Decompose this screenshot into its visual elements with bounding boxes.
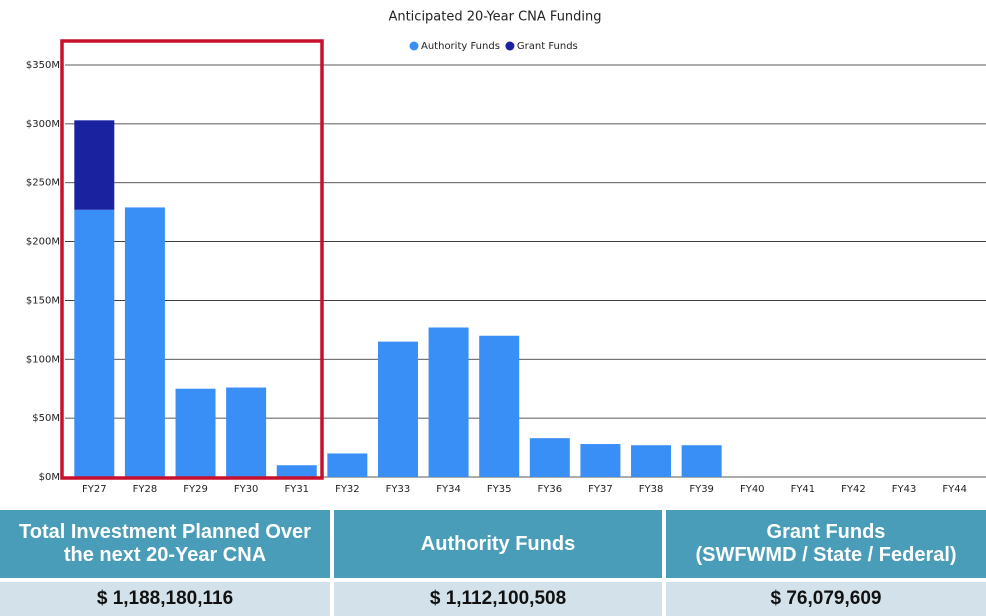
header-cell: Total Investment Planned Over the next 20…	[0, 510, 330, 578]
chart: Anticipated 20-Year CNA Funding Authorit…	[26, 10, 986, 495]
x-tick-label: FY37	[588, 484, 613, 495]
x-tick-label: FY36	[538, 484, 563, 495]
x-tick-label: FY27	[82, 484, 107, 495]
chart-title: Anticipated 20-Year CNA Funding	[388, 10, 601, 25]
value-cell: $ 76,079,609	[666, 582, 986, 616]
legend-label: Authority Funds	[421, 41, 500, 52]
y-tick-label: $50M	[32, 413, 60, 424]
x-tick-label: FY38	[639, 484, 664, 495]
bar-segment	[377, 341, 418, 477]
x-tick-label: FY33	[386, 484, 411, 495]
y-tick-label: $200M	[26, 237, 60, 248]
highlight-box	[60, 39, 324, 480]
legend: Authority Funds Grant Funds	[409, 41, 578, 52]
y-tick-label: $250M	[26, 178, 60, 189]
bar-segment	[529, 438, 570, 477]
y-tick-label: $150M	[26, 295, 60, 306]
x-tick-label: FY29	[183, 484, 208, 495]
x-tick-label: FY44	[942, 484, 967, 495]
bar-segment	[327, 453, 368, 477]
value-cell: $ 1,188,180,116	[0, 582, 330, 616]
x-tick-label: FY31	[284, 484, 309, 495]
bar-segment	[175, 388, 216, 477]
legend-swatch	[409, 41, 419, 51]
value-cell: $ 1,112,100,508	[334, 582, 662, 616]
bar-segment	[428, 327, 469, 477]
x-tick-label: FY34	[436, 484, 461, 495]
x-tick-label: FY41	[791, 484, 816, 495]
bar-segment	[226, 387, 267, 477]
header-text: (SWFWMD / State / Federal)	[695, 544, 957, 566]
bar-segment	[124, 207, 165, 478]
x-tick-label: FY40	[740, 484, 765, 495]
bar-segment	[631, 445, 672, 477]
x-tick-label: FY30	[234, 484, 259, 495]
legend-swatch	[505, 41, 515, 51]
legend-label: Grant Funds	[517, 41, 578, 52]
header-cell: Authority Funds	[334, 510, 662, 578]
x-tick-label: FY43	[892, 484, 917, 495]
bar-segment	[74, 120, 115, 210]
y-tick-label: $300M	[26, 119, 60, 130]
header-text: Total Investment Planned Over	[19, 521, 311, 543]
x-tick-label: FY35	[487, 484, 512, 495]
bar-segment	[479, 335, 520, 477]
bar-segment	[276, 465, 317, 477]
x-tick-label: FY42	[841, 484, 866, 495]
header-text: Authority Funds	[420, 532, 576, 555]
summary-table: Total Investment Planned Over the next 20…	[0, 510, 986, 616]
x-tick-label: FY28	[133, 484, 158, 495]
y-tick-label: $0M	[39, 472, 60, 483]
header-cell: Grant Funds (SWFWMD / State / Federal)	[666, 510, 986, 578]
bar-segment	[681, 445, 722, 477]
x-tick-label: FY39	[689, 484, 714, 495]
header-text: Grant Funds	[766, 521, 886, 543]
x-tick-label: FY32	[335, 484, 360, 495]
header-text: the next 20-Year CNA	[63, 544, 267, 566]
y-tick-label: $100M	[26, 354, 60, 365]
bar-segment	[74, 209, 115, 477]
y-tick-label: $350M	[26, 60, 60, 71]
bar-segment	[580, 444, 621, 477]
